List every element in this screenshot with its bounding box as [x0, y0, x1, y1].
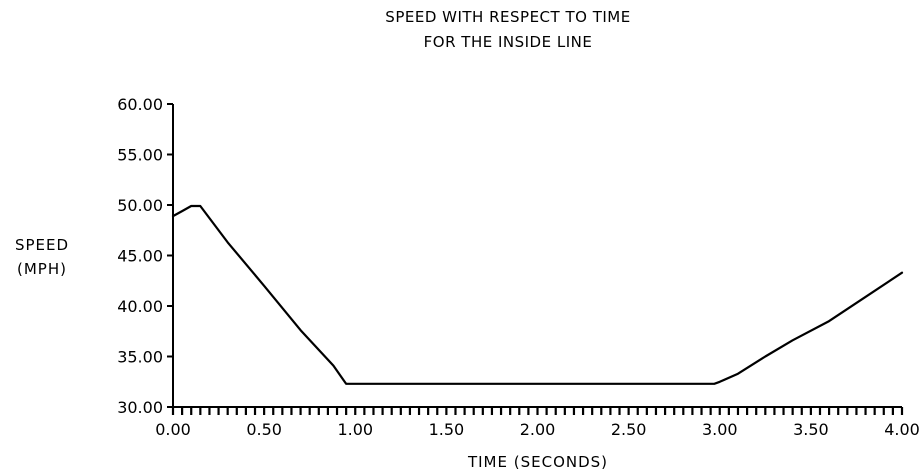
x-tick-label: 3.00	[702, 420, 738, 439]
x-tick-label: 0.50	[246, 420, 282, 439]
x-tick-label: 2.00	[520, 420, 556, 439]
x-tick-label: 1.00	[337, 420, 373, 439]
y-tick-label: 30.00	[117, 398, 163, 417]
plot-area	[171, 204, 904, 385]
x-tick-label: 4.00	[884, 420, 920, 439]
x-axis-label: TIME (SECONDS)	[467, 453, 608, 471]
y-tick-label: 45.00	[117, 247, 163, 266]
chart-title-line-2: FOR THE INSIDE LINE	[424, 33, 593, 51]
x-tick-label: 1.50	[429, 420, 465, 439]
x-tick-label: 0.00	[155, 420, 191, 439]
x-tick-label: 3.50	[793, 420, 829, 439]
y-tick-label: 50.00	[117, 196, 163, 215]
y-axis-ticks: 30.00 35.00 40.00 45.00 50.00 55.00 60.00	[117, 95, 173, 417]
y-tick-label: 35.00	[117, 348, 163, 367]
y-axis-label-line-1: SPEED	[15, 236, 69, 254]
speed-series-line	[171, 204, 904, 385]
y-tick-label: 40.00	[117, 297, 163, 316]
x-axis-ticks: 0.00 0.50 1.00 1.50 2.00 2.50 3.00 3.50 4.00	[155, 407, 920, 439]
y-tick-label: 55.00	[117, 146, 163, 165]
y-tick-label: 60.00	[117, 95, 163, 114]
x-tick-label: 2.50	[611, 420, 647, 439]
y-axis-label-line-2: (MPH)	[17, 260, 67, 278]
chart-title-line-1: SPEED WITH RESPECT TO TIME	[385, 8, 630, 26]
axes	[172, 104, 902, 408]
